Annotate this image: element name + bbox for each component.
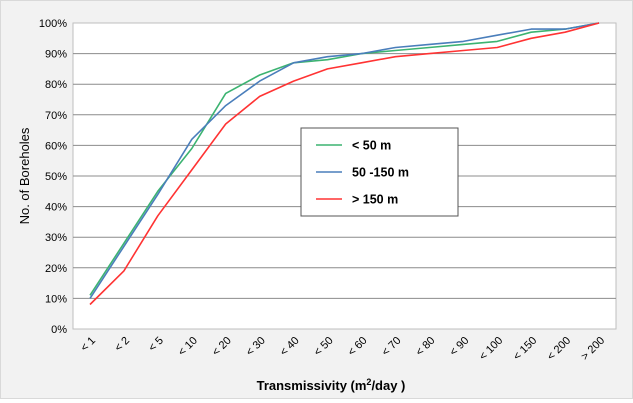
y-tick-label: 60% (45, 140, 67, 152)
x-tick-label: < 100 (477, 335, 505, 363)
y-tick-label: 100% (39, 18, 67, 30)
x-axis-title-main: Transmissivity (m (257, 378, 367, 393)
x-tick-label: < 70 (380, 335, 404, 359)
y-tick-label: 0% (51, 324, 67, 336)
x-tick-label: > 200 (579, 335, 607, 363)
x-axis-title: Transmissivity (m2/day ) (257, 377, 406, 393)
y-tick-label: 90% (45, 49, 67, 61)
x-tick-label: < 200 (545, 335, 573, 363)
y-axis-tick-labels: 0% 10% 20% 30% 40% 50% 60% 70% 80% 90% 100% (39, 18, 67, 336)
x-tick-label: < 90 (448, 335, 472, 359)
x-tick-label: < 5 (146, 335, 166, 355)
y-axis-title: No. of Boreholes (17, 127, 32, 224)
legend-items: < 50 m 50 -150 m > 150 m (316, 139, 409, 207)
y-tick-label: 20% (45, 263, 67, 275)
x-axis-title-superscript: 2 (366, 377, 371, 387)
series-line-3 (89, 22, 600, 306)
y-tick-label: 80% (45, 79, 67, 91)
y-tick-label: 50% (45, 171, 67, 183)
x-tick-label: < 1 (79, 335, 99, 355)
x-tick-label: < 60 (346, 335, 370, 359)
x-tick-label: < 50 (312, 335, 336, 359)
legend-label: > 150 m (352, 193, 398, 207)
y-tick-label: 30% (45, 232, 67, 244)
x-tick-label: < 40 (278, 335, 302, 359)
x-tick-label: < 2 (113, 335, 133, 355)
series-line-2 (89, 22, 600, 299)
x-axis-tick-labels: < 1 < 2 < 5 < 10 < 20 < 30 < 40 < 50 < 60 < 70 < 8… (79, 335, 608, 363)
legend: < 50 m 50 -150 m > 150 m (300, 127, 459, 217)
legend-label: 50 -150 m (352, 166, 409, 180)
x-axis-title-tail: /day ) (371, 378, 405, 393)
x-tick-label: < 80 (414, 335, 438, 359)
y-tick-label: 70% (45, 110, 67, 122)
series-lines (89, 22, 600, 306)
series-line-1 (89, 22, 600, 296)
x-tick-label: < 30 (244, 335, 268, 359)
x-tick-label: < 150 (511, 335, 539, 363)
legend-label: < 50 m (352, 139, 391, 153)
x-tick-label: < 10 (176, 335, 200, 359)
x-tick-label: < 20 (210, 335, 234, 359)
y-tick-label: 40% (45, 202, 67, 214)
y-tick-label: 10% (45, 293, 67, 305)
